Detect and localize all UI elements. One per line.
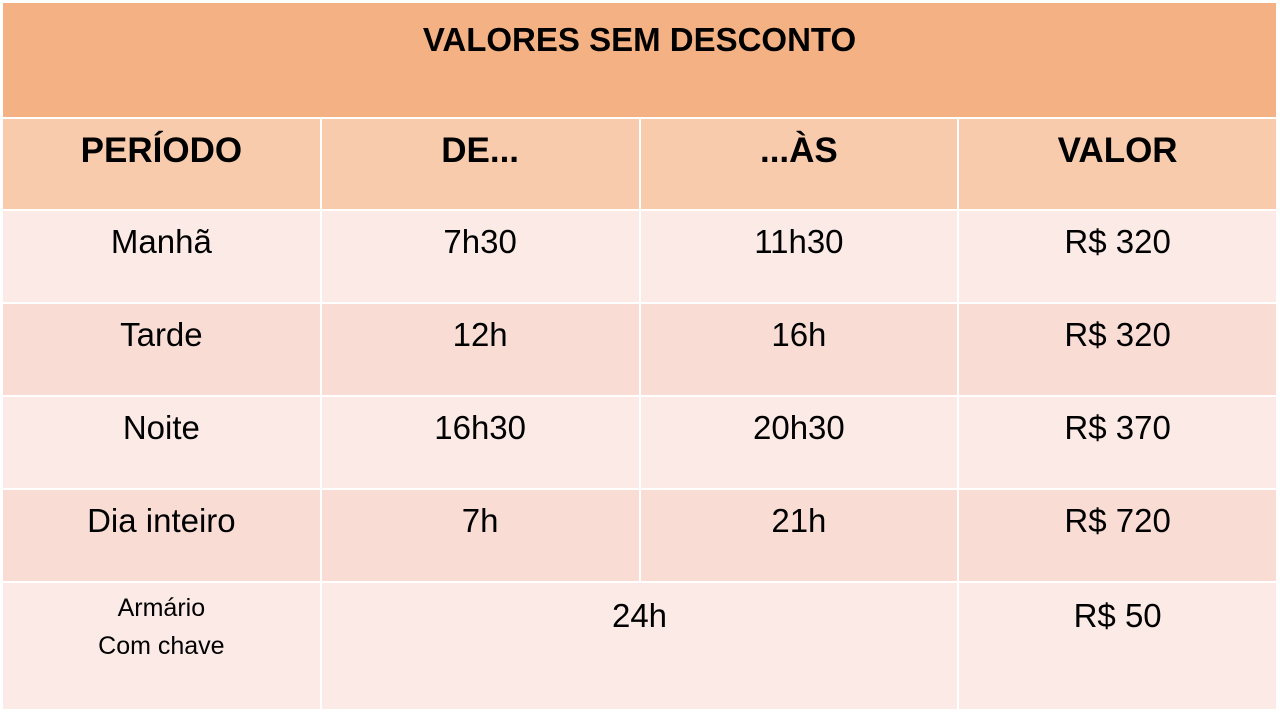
table-row: Dia inteiro 7h 21h R$ 720 (1, 488, 1278, 583)
cell-valor: R$ 320 (957, 302, 1278, 397)
cell-locker-duration: 24h (319, 581, 960, 711)
table-row: Noite 16h30 20h30 R$ 370 (1, 395, 1278, 490)
cell-as: 21h (638, 488, 960, 583)
cell-de: 7h30 (319, 209, 641, 304)
cell-de: 16h30 (319, 395, 641, 490)
locker-line1: Armário (117, 594, 206, 622)
cell-periodo: Noite (1, 395, 322, 490)
cell-locker-valor: R$ 50 (957, 581, 1278, 711)
header-as: ...ÀS (638, 117, 960, 211)
price-table: VALORES SEM DESCONTO PERÍODO DE... ...ÀS… (1, 1, 1278, 711)
table-row: Tarde 12h 16h R$ 320 (1, 302, 1278, 397)
cell-de: 7h (319, 488, 641, 583)
cell-periodo: Manhã (1, 209, 322, 304)
cell-as: 20h30 (638, 395, 960, 490)
header-valor: VALOR (957, 117, 1278, 211)
cell-as: 11h30 (638, 209, 960, 304)
cell-as: 16h (638, 302, 960, 397)
cell-valor: R$ 370 (957, 395, 1278, 490)
header-de: DE... (319, 117, 641, 211)
header-periodo: PERÍODO (1, 117, 322, 211)
header-row: PERÍODO DE... ...ÀS VALOR (1, 117, 1278, 211)
cell-locker-label: Armário Com chave (1, 581, 322, 711)
cell-de: 12h (319, 302, 641, 397)
cell-periodo: Dia inteiro (1, 488, 322, 583)
cell-valor: R$ 320 (957, 209, 1278, 304)
cell-valor: R$ 720 (957, 488, 1278, 583)
locker-line2: Com chave (98, 632, 225, 660)
table-row-locker: Armário Com chave 24h R$ 50 (1, 581, 1278, 711)
table-row: Manhã 7h30 11h30 R$ 320 (1, 209, 1278, 304)
cell-periodo: Tarde (1, 302, 322, 397)
table-title: VALORES SEM DESCONTO (1, 1, 1278, 119)
